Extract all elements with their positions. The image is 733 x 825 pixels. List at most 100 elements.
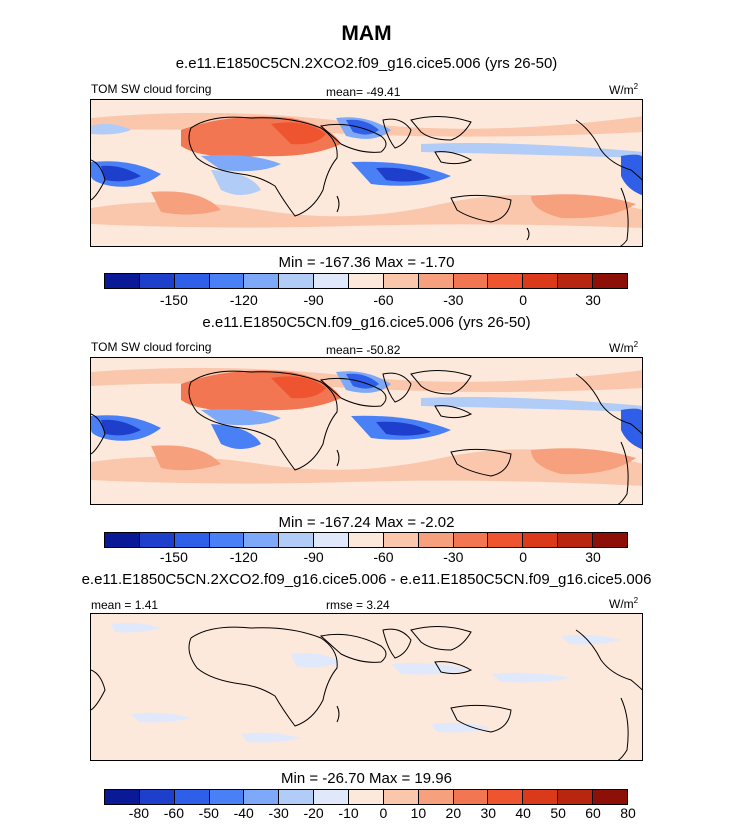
colorbar-swatch [558,533,594,547]
colorbar-tick-label: -90 [303,549,324,565]
colorbar-swatch [244,790,280,804]
panel-2-units-base: W/m [609,341,634,355]
colorbar-tick-label: -20 [303,805,324,821]
colorbar-swatch [209,274,245,288]
colorbar-swatch [139,790,175,804]
panel-1-minmax: Min = -167.36 Max = -1.70 [278,254,455,271]
colorbar-tick-label: 50 [550,805,566,821]
colorbar-tick-label: 10 [410,805,427,821]
panel-2-variable-label: TOM SW cloud forcing [91,340,212,354]
colorbar-tick-label: 30 [585,549,601,565]
colorbar-tick-label: -60 [163,805,184,821]
colorbar-swatch [523,533,559,547]
colorbar-swatch [383,274,419,288]
panel-1-variable-label: TOM SW cloud forcing [91,82,212,96]
panel-2-mean-label: mean= -50.82 [326,343,401,357]
colorbar-tick-label: 40 [515,805,531,821]
colorbar-swatch [383,533,419,547]
colorbar-swatch [558,274,594,288]
colorbar-tick-label: 0 [379,805,388,821]
colorbar-swatch [453,274,489,288]
colorbar-swatch [314,533,350,547]
panel-3-rmse-label: rmse = 3.24 [326,598,390,612]
colorbar-swatch [139,533,175,547]
colorbar-swatch [279,533,315,547]
colorbar-tick-label: -10 [338,805,359,821]
colorbar-tick-label: 30 [480,805,497,821]
colorbar-swatch [244,533,280,547]
panel-1-map [90,99,643,247]
colorbar-swatch [383,790,419,804]
panel-3-map [90,613,643,761]
panel-3-units-sup: 2 [633,596,639,605]
colorbar-swatch [349,790,384,804]
panel-2-units-sup: 2 [633,340,639,349]
colorbar-swatch [593,533,627,547]
panel-1-units-sup: 2 [633,82,639,91]
colorbar-tick-label: -30 [443,549,464,565]
colorbar-swatch [174,274,210,288]
panel-2-colorbar [104,532,628,548]
colorbar-swatch [174,790,210,804]
colorbar-tick-label: -30 [268,805,289,821]
colorbar-swatch [349,533,384,547]
colorbar-tick-label: 0 [519,549,528,565]
colorbar-swatch [209,790,245,804]
colorbar-tick-label: -150 [159,549,188,565]
colorbar-swatch [244,274,280,288]
panel-1-colorbar-ticks: -150 -120 -90 -60 -30 0 30 [104,292,628,310]
panel-3-minmax: Min = -26.70 Max = 19.96 [281,770,452,787]
panel-1-mean-label: mean= -49.41 [326,85,401,99]
panel-1-case-title: e.e11.E1850C5CN.2XCO2.f09_g16.cice5.006 … [175,55,558,72]
panel-1-colorbar [104,273,628,289]
panel-3-mean-label: mean = 1.41 [91,598,159,612]
colorbar-tick-label: -90 [303,292,324,308]
panel-2-case-title: e.e11.E1850C5CN.f09_g16.cice5.006 (yrs 2… [202,314,531,331]
colorbar-tick-label: -60 [373,549,394,565]
colorbar-swatch [523,790,559,804]
colorbar-swatch [209,533,245,547]
colorbar-swatch [593,790,627,804]
panel-2-map [90,357,643,505]
colorbar-swatch [314,790,350,804]
panel-3-colorbar-ticks: -80 -60 -50 -40 -30 -20 -10 0 10 20 30 40 50 60 80 [104,805,636,823]
colorbar-swatch [279,274,315,288]
panel-3-units: W/m2 [609,596,638,611]
colorbar-swatch [488,790,524,804]
colorbar-tick-label: -150 [159,292,188,308]
colorbar-tick-label: -40 [233,805,254,821]
colorbar-swatch [105,274,140,288]
panel-1-units: W/m2 [609,82,638,97]
colorbar-tick-label: -80 [128,805,150,821]
colorbar-swatch [279,790,315,804]
figure-title: MAM [341,22,392,45]
colorbar-tick-label: 0 [519,292,528,308]
colorbar-tick-label: 60 [585,805,601,821]
colorbar-swatch [105,790,140,804]
colorbar-swatch [418,533,454,547]
colorbar-swatch [488,533,524,547]
colorbar-tick-label: 80 [620,805,636,821]
colorbar-tick-label: -120 [229,549,258,565]
colorbar-tick-label: -120 [229,292,258,308]
colorbar-swatch [314,274,350,288]
colorbar-swatch [418,274,454,288]
panel-2-units: W/m2 [609,340,638,355]
panel-2-colorbar-ticks: -150 -120 -90 -60 -30 0 30 [104,549,628,567]
colorbar-tick-label: -60 [373,292,394,308]
panel-3-colorbar [104,789,628,805]
colorbar-swatch [174,533,210,547]
panel-1-units-base: W/m [609,83,634,97]
colorbar-swatch [349,274,384,288]
colorbar-swatch [139,274,175,288]
panel-3-case-title: e.e11.E1850C5CN.2XCO2.f09_g16.cice5.006 … [81,571,652,588]
colorbar-swatch [418,790,454,804]
colorbar-tick-label: 30 [585,292,601,308]
colorbar-swatch [593,274,627,288]
colorbar-swatch [523,274,559,288]
colorbar-swatch [105,533,140,547]
colorbar-tick-label: -50 [198,805,219,821]
colorbar-tick-label: -30 [443,292,464,308]
colorbar-swatch [453,533,489,547]
colorbar-swatch [488,274,524,288]
